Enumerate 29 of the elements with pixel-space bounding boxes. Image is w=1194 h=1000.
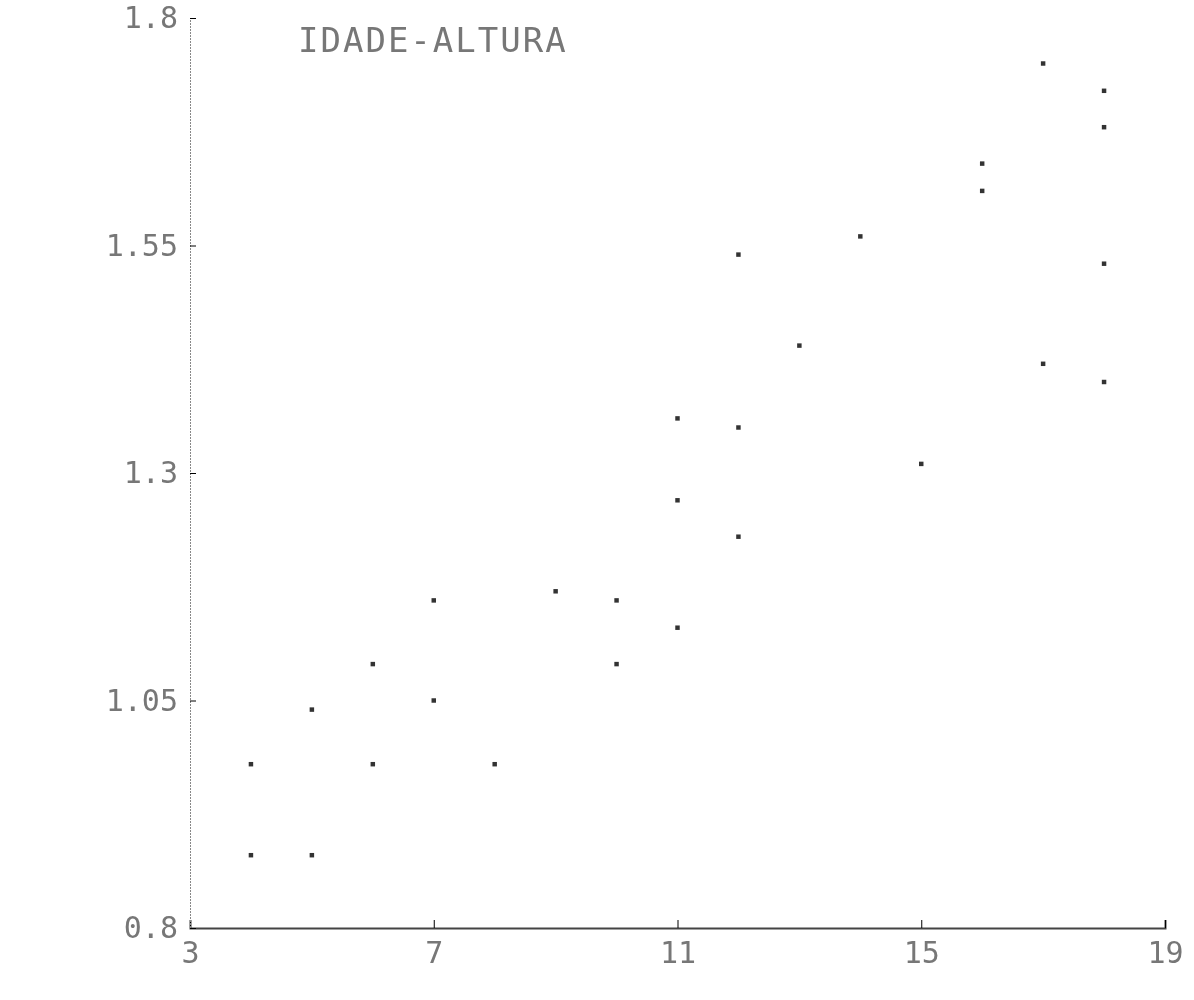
x-tick-label: 15 <box>903 935 940 971</box>
x-tick-label: 11 <box>659 935 697 971</box>
point <box>858 234 863 239</box>
x-tick-label: 7 <box>425 935 444 971</box>
point <box>675 625 680 630</box>
point <box>736 252 741 257</box>
y-tick-label: 1.05 <box>105 682 178 718</box>
point <box>614 661 619 667</box>
y-tick-label: 1.8 <box>123 0 178 36</box>
point <box>797 343 802 348</box>
point <box>431 598 436 603</box>
point <box>675 416 680 421</box>
point <box>431 698 436 703</box>
chart-title: IDADE-ALTURA <box>298 20 568 60</box>
y-tick-label: 0.8 <box>123 910 178 946</box>
point <box>614 598 619 603</box>
point <box>979 161 985 166</box>
point <box>675 498 680 503</box>
point <box>553 589 558 594</box>
point <box>1101 261 1107 266</box>
x-tick-label: 19 <box>1147 935 1184 971</box>
point <box>1040 61 1046 66</box>
y-tick-label: 1.3 <box>123 455 178 491</box>
point <box>736 425 741 430</box>
point <box>736 534 741 539</box>
y-tick-label: 1.55 <box>105 227 178 263</box>
x-tick-label: 3 <box>181 935 200 971</box>
point <box>309 707 315 712</box>
point <box>492 761 497 767</box>
